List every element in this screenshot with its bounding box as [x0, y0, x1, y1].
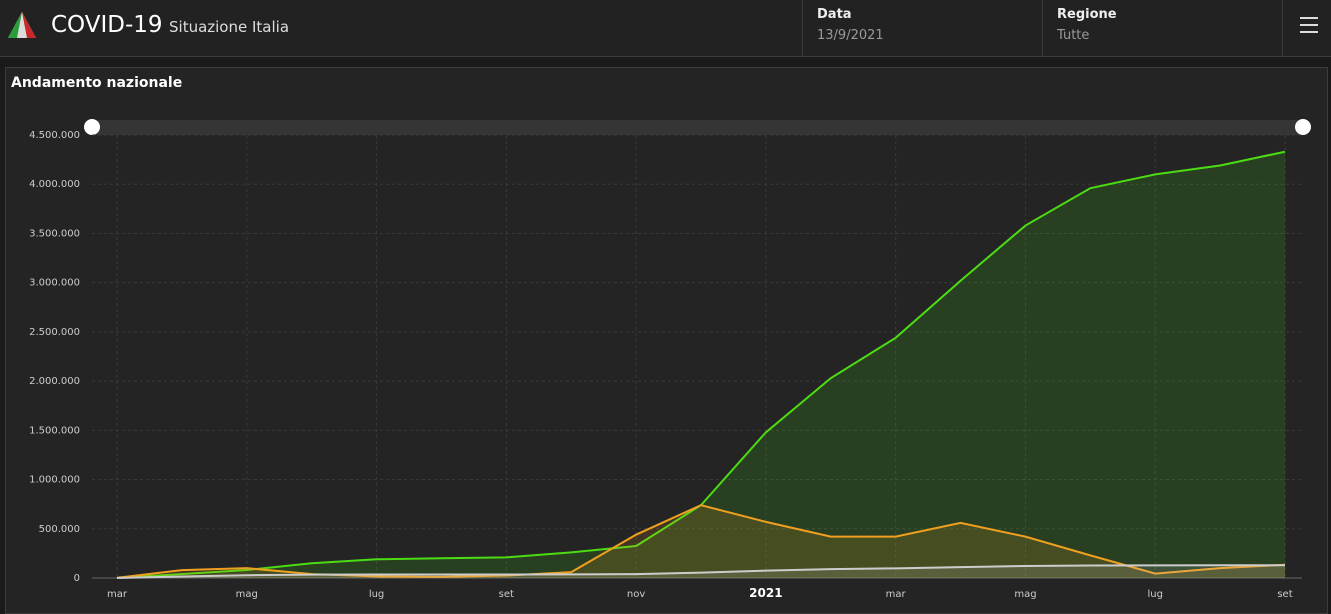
- x-tick-label: mag: [1014, 589, 1036, 600]
- app-subtitle: Situazione Italia: [169, 18, 290, 36]
- date-field[interactable]: Data 13/9/2021: [802, 0, 1043, 56]
- header: COVID-19 Situazione Italia Data 13/9/202…: [0, 0, 1331, 57]
- y-tick-label: 2.000.000: [29, 376, 80, 387]
- x-tick-label: lug: [1147, 589, 1162, 600]
- y-tick-label: 500.000: [39, 524, 80, 535]
- y-tick-label: 0: [74, 573, 80, 584]
- field-value: Tutte: [1057, 28, 1090, 43]
- range-slider[interactable]: [92, 120, 1303, 135]
- series-area: [117, 505, 1285, 578]
- y-tick-label: 1.500.000: [29, 425, 80, 436]
- x-tick-label: mar: [886, 589, 907, 600]
- region-field[interactable]: Regione Tutte: [1042, 0, 1283, 56]
- logo: [8, 12, 36, 38]
- x-tick-label: set: [499, 589, 514, 600]
- series-line: [116, 564, 1286, 579]
- x-tick-label: lug: [369, 589, 384, 600]
- field-label: Regione: [1057, 7, 1117, 22]
- y-tick-label: 3.500.000: [29, 228, 80, 239]
- app-title: COVID-19: [51, 12, 163, 38]
- y-tick-label: 3.000.000: [29, 278, 80, 289]
- y-tick-label: 1.000.000: [29, 475, 80, 486]
- series-area: [117, 151, 1285, 579]
- menu-icon: [1300, 17, 1318, 33]
- x-tick-label: mar: [107, 589, 128, 600]
- x-tick-label: mag: [236, 589, 258, 600]
- x-tick-label: 2021: [749, 586, 782, 600]
- y-tick-label: 4.000.000: [29, 179, 80, 190]
- chart-panel: Andamento nazionale: [5, 67, 1328, 614]
- field-label: Data: [817, 7, 852, 22]
- panel-title: Andamento nazionale: [11, 75, 183, 91]
- x-tick-label: set: [1277, 589, 1292, 600]
- field-value: 13/9/2021: [817, 28, 884, 43]
- range-handle[interactable]: [1295, 119, 1311, 135]
- menu-button[interactable]: [1282, 0, 1331, 56]
- range-handle[interactable]: [84, 119, 100, 135]
- x-tick-label: nov: [627, 589, 645, 600]
- y-tick-label: 2.500.000: [29, 327, 80, 338]
- y-tick-label: 4.500.000: [29, 130, 80, 141]
